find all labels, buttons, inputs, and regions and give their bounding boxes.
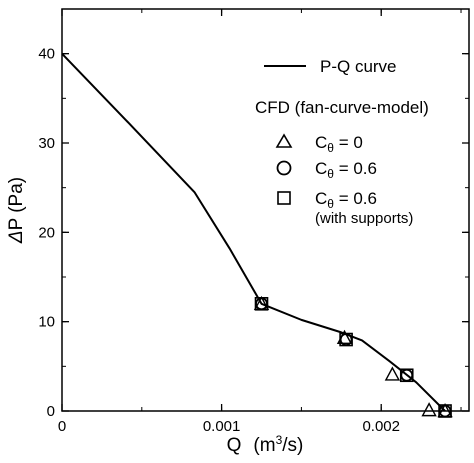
y-tick-label: 40 bbox=[38, 46, 55, 63]
square-point bbox=[254, 296, 269, 311]
square-point bbox=[438, 404, 452, 418]
x-axis-label-unit-pre: (m bbox=[253, 435, 275, 456]
legend-square-marker bbox=[277, 191, 291, 205]
legend-circle-marker bbox=[276, 160, 292, 176]
y-axis-label-delta: Δ bbox=[6, 230, 27, 244]
triangle-point bbox=[421, 402, 437, 417]
plot-frame bbox=[61, 8, 470, 412]
legend-entry-2: Cθ = 0.6 bbox=[315, 159, 377, 181]
legend-triangle-marker bbox=[275, 133, 293, 148]
axis-ticks: 0 0.001 0.002 0 10 20 30 40 bbox=[38, 9, 469, 435]
x-axis-label-unit-sup: 3 bbox=[276, 433, 283, 447]
y-tick-label: 20 bbox=[38, 224, 55, 241]
y-axis-label-rest: P (Pa) bbox=[6, 177, 27, 231]
x-axis-label-unit-post: /s) bbox=[282, 435, 303, 456]
x-tick-label: 0 bbox=[58, 418, 66, 435]
square-point bbox=[399, 368, 414, 383]
legend-entry-1: Cθ = 0 bbox=[315, 133, 363, 155]
x-tick-label: 0.002 bbox=[362, 418, 400, 435]
y-axis-label: ΔP (Pa) bbox=[6, 177, 27, 244]
square-point bbox=[339, 332, 353, 347]
legend-entry-3: Cθ = 0.6 bbox=[315, 189, 377, 211]
y-tick-label: 10 bbox=[38, 314, 55, 331]
plot-area bbox=[61, 52, 453, 418]
x-tick-label: 0.001 bbox=[203, 418, 241, 435]
triangle-point bbox=[384, 366, 401, 381]
x-axis-label: Q (m3/s) bbox=[227, 433, 304, 456]
y-tick-label: 30 bbox=[38, 135, 55, 152]
y-tick-label: 0 bbox=[47, 403, 55, 420]
legend-cfd-title: CFD (fan-curve-model) bbox=[255, 98, 429, 117]
pq-curve-line bbox=[61, 52, 446, 412]
legend: P-Q curve CFD (fan-curve-model) Cθ = 0 C… bbox=[255, 57, 429, 227]
legend-line-label: P-Q curve bbox=[320, 57, 397, 76]
legend-entry-3-extra: (with supports) bbox=[315, 210, 413, 227]
x-axis-label-main: Q bbox=[227, 435, 242, 456]
